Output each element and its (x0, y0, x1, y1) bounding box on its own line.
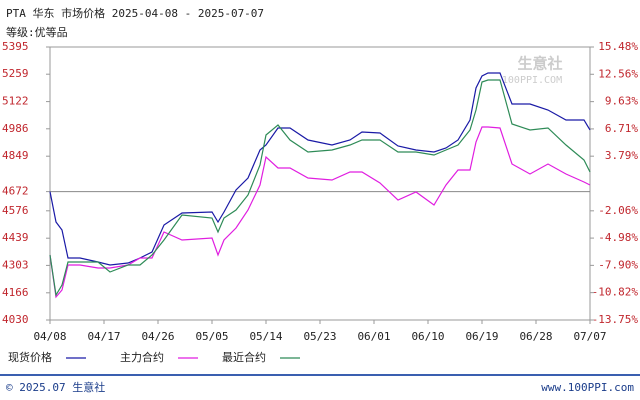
y-tick-label: 4030 (2, 313, 29, 326)
x-tick-label: 05/23 (303, 330, 336, 343)
chart-subtitle: 等级:优等品 (6, 25, 68, 39)
y-tick-label: 5395 (2, 40, 29, 53)
x-tick-label: 04/17 (87, 330, 120, 343)
legend-label: 主力合约 (120, 350, 164, 364)
watermark-site: 100PPI.COM (502, 75, 562, 86)
x-tick-label: 06/28 (519, 330, 552, 343)
series-line (49, 79, 591, 297)
x-tick-label: 04/26 (141, 330, 174, 343)
series-line (49, 126, 591, 299)
footer-site: www.100PPI.com (541, 381, 634, 394)
y-tick-label: 5259 (2, 67, 29, 80)
y2-tick-label: 3.79% (605, 149, 638, 162)
y-tick-label: 4166 (2, 286, 29, 299)
y2-tick-label: -7.90% (598, 258, 638, 271)
y2-tick-label: 6.71% (605, 122, 638, 135)
y-tick-label: 5122 (2, 95, 29, 108)
y2-tick-label: -2.06% (598, 204, 638, 217)
y-tick-label: 4303 (2, 258, 29, 271)
y2-tick-label: -10.82% (592, 286, 639, 299)
x-tick-label: 06/01 (357, 330, 390, 343)
y-tick-label: 4576 (2, 204, 29, 217)
x-tick-label: 07/07 (573, 330, 606, 343)
y2-tick-label: 9.63% (605, 95, 638, 108)
footer-copyright: © 2025.07 生意社 (6, 380, 105, 394)
y-tick-label: 4439 (2, 231, 29, 244)
legend-label: 最近合约 (222, 350, 266, 364)
y-tick-label: 4672 (2, 185, 29, 198)
x-tick-label: 04/08 (33, 330, 66, 343)
y-tick-label: 4849 (2, 149, 29, 162)
x-tick-label: 06/19 (465, 330, 498, 343)
x-tick-label: 06/10 (411, 330, 444, 343)
y2-tick-label: 12.56% (598, 67, 638, 80)
y2-tick-label: -13.75% (592, 313, 639, 326)
y2-tick-label: -4.98% (598, 231, 638, 244)
legend-label: 现货价格 (8, 350, 52, 364)
y-tick-label: 4986 (2, 122, 29, 135)
y2-tick-label: 15.48% (598, 40, 638, 53)
x-tick-label: 05/14 (249, 330, 282, 343)
series-line (49, 72, 591, 266)
x-tick-label: 05/05 (195, 330, 228, 343)
chart-title: PTA 华东 市场价格 2025-04-08 - 2025-07-07 (6, 6, 264, 20)
watermark-name: 生意社 (517, 55, 562, 73)
